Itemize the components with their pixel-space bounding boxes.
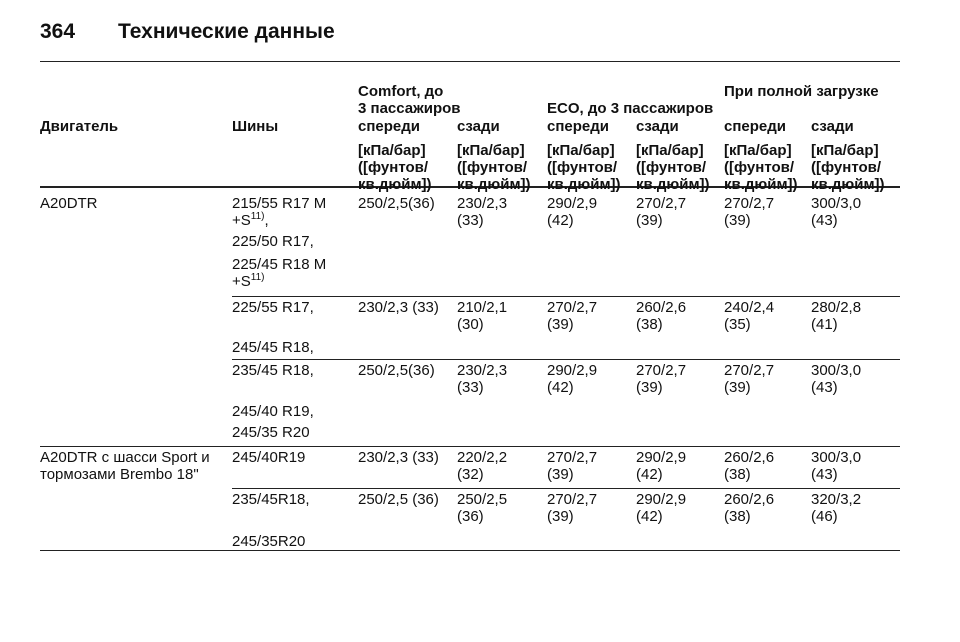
pressure-value: 250/2,5(36) <box>358 195 435 212</box>
column-header: Двигатель <box>40 118 119 135</box>
pressure-value: 270/2,7 (39) <box>636 362 687 396</box>
row-rule <box>232 488 900 489</box>
page-title: Технические данные <box>118 20 335 43</box>
group-header: ECO, до 3 пассажиров <box>547 100 714 117</box>
row-rule <box>40 446 900 447</box>
row-rule <box>232 296 900 297</box>
pressure-value: 230/2,3 (33) <box>457 362 508 396</box>
pressure-value: 280/2,8 (41) <box>811 299 862 333</box>
pressure-value: 300/3,0 (43) <box>811 195 862 229</box>
unit-header: [кПа/бар] ([фунтов/ кв.дюйм]) <box>358 142 432 193</box>
pressure-value: 320/3,2 (46) <box>811 491 862 525</box>
pressure-value: 290/2,9 (42) <box>547 362 598 396</box>
tire: 235/45 R18, <box>232 362 354 379</box>
tire: 215/55 R17 M +S11), <box>232 195 354 229</box>
tire-size: 225/50 R17, <box>232 233 314 250</box>
pressure-value: 270/2,7 (39) <box>724 362 775 396</box>
footnote-ref: 11) <box>250 211 265 222</box>
page-number: 364 <box>40 20 76 43</box>
tire-suffix: , <box>264 212 269 229</box>
tire: 245/40R19 <box>232 449 354 466</box>
pressure-value: 260/2,6 (38) <box>724 449 775 483</box>
tire-size: 225/45 R18 M +S <box>232 256 327 290</box>
pressure-value: 260/2,6 (38) <box>724 491 775 525</box>
pressure-value: 290/2,9 (42) <box>636 449 687 483</box>
pressure-value: 300/3,0 (43) <box>811 362 862 396</box>
unit-header: [кПа/бар] ([фунтов/ кв.дюйм]) <box>724 142 798 193</box>
row-rule <box>232 359 900 360</box>
column-header: сзади <box>811 118 854 135</box>
pressure-value: 270/2,7 (39) <box>636 195 687 229</box>
tire-size: 235/45R18, <box>232 491 310 508</box>
column-header: Шины <box>232 118 279 135</box>
pressure-value: 230/2,3 (33) <box>457 195 508 229</box>
pressure-value: 290/2,9 (42) <box>547 195 598 229</box>
tire: 245/45 R18, <box>232 339 354 356</box>
column-header: сзади <box>636 118 679 135</box>
pressure-value: 220/2,2 (32) <box>457 449 508 483</box>
unit-header: [кПа/бар] ([фунтов/ кв.дюйм]) <box>811 142 885 193</box>
tire: 245/35R20 <box>232 533 354 550</box>
footnote-ref: 11) <box>250 272 265 283</box>
unit-header: [кПа/бар] ([фунтов/ кв.дюйм]) <box>636 142 710 193</box>
pressure-value: 270/2,7 (39) <box>547 449 598 483</box>
tire-size: 245/35R20 <box>232 533 306 550</box>
pressure-value: 270/2,7 (39) <box>547 491 598 525</box>
pressure-value: 300/3,0 (43) <box>811 449 862 483</box>
pressure-value: 250/2,5 (36) <box>358 491 439 508</box>
tire-size: 215/55 R17 M +S <box>232 195 327 229</box>
engine: A20DTR с шасси Sport и тормозами Brembo … <box>40 449 210 483</box>
column-header: спереди <box>724 118 786 135</box>
group-header: Comfort, до 3 пассажиров <box>358 83 461 117</box>
pressure-value: 260/2,6 (38) <box>636 299 687 333</box>
tire-size: 245/35 R20 <box>232 424 310 441</box>
tire: 225/50 R17, <box>232 233 354 250</box>
tire: 245/35 R20 <box>232 424 354 441</box>
pressure-value: 250/2,5(36) <box>358 362 435 379</box>
pressure-value: 290/2,9 (42) <box>636 491 687 525</box>
tire-size: 245/40 R19, <box>232 403 314 420</box>
column-header: спереди <box>547 118 609 135</box>
column-header: сзади <box>457 118 500 135</box>
pressure-value: 210/2,1 (30) <box>457 299 508 333</box>
tire: 225/45 R18 M +S11) <box>232 256 354 290</box>
tire: 245/40 R19, <box>232 403 354 420</box>
tire-size: 225/55 R17, <box>232 299 314 316</box>
group-header: При полной загрузке <box>724 83 879 100</box>
tire: 235/45R18, <box>232 491 354 508</box>
unit-header: [кПа/бар] ([фунтов/ кв.дюйм]) <box>547 142 621 193</box>
tire-size: 245/45 R18, <box>232 339 314 356</box>
header-bottom-rule <box>40 186 900 188</box>
tire-size: 235/45 R18, <box>232 362 314 379</box>
pressure-value: 270/2,7 (39) <box>724 195 775 229</box>
unit-header: [кПа/бар] ([фунтов/ кв.дюйм]) <box>457 142 531 193</box>
pressure-value: 230/2,3 (33) <box>358 299 439 316</box>
tire: 225/55 R17, <box>232 299 354 316</box>
header-rule <box>40 61 900 62</box>
pressure-value: 250/2,5 (36) <box>457 491 508 525</box>
pressure-value: 240/2,4 (35) <box>724 299 775 333</box>
pressure-value: 230/2,3 (33) <box>358 449 439 466</box>
column-header: спереди <box>358 118 420 135</box>
engine: A20DTR <box>40 195 98 212</box>
tire-size: 245/40R19 <box>232 449 306 466</box>
pressure-value: 270/2,7 (39) <box>547 299 598 333</box>
row-rule <box>40 550 900 551</box>
